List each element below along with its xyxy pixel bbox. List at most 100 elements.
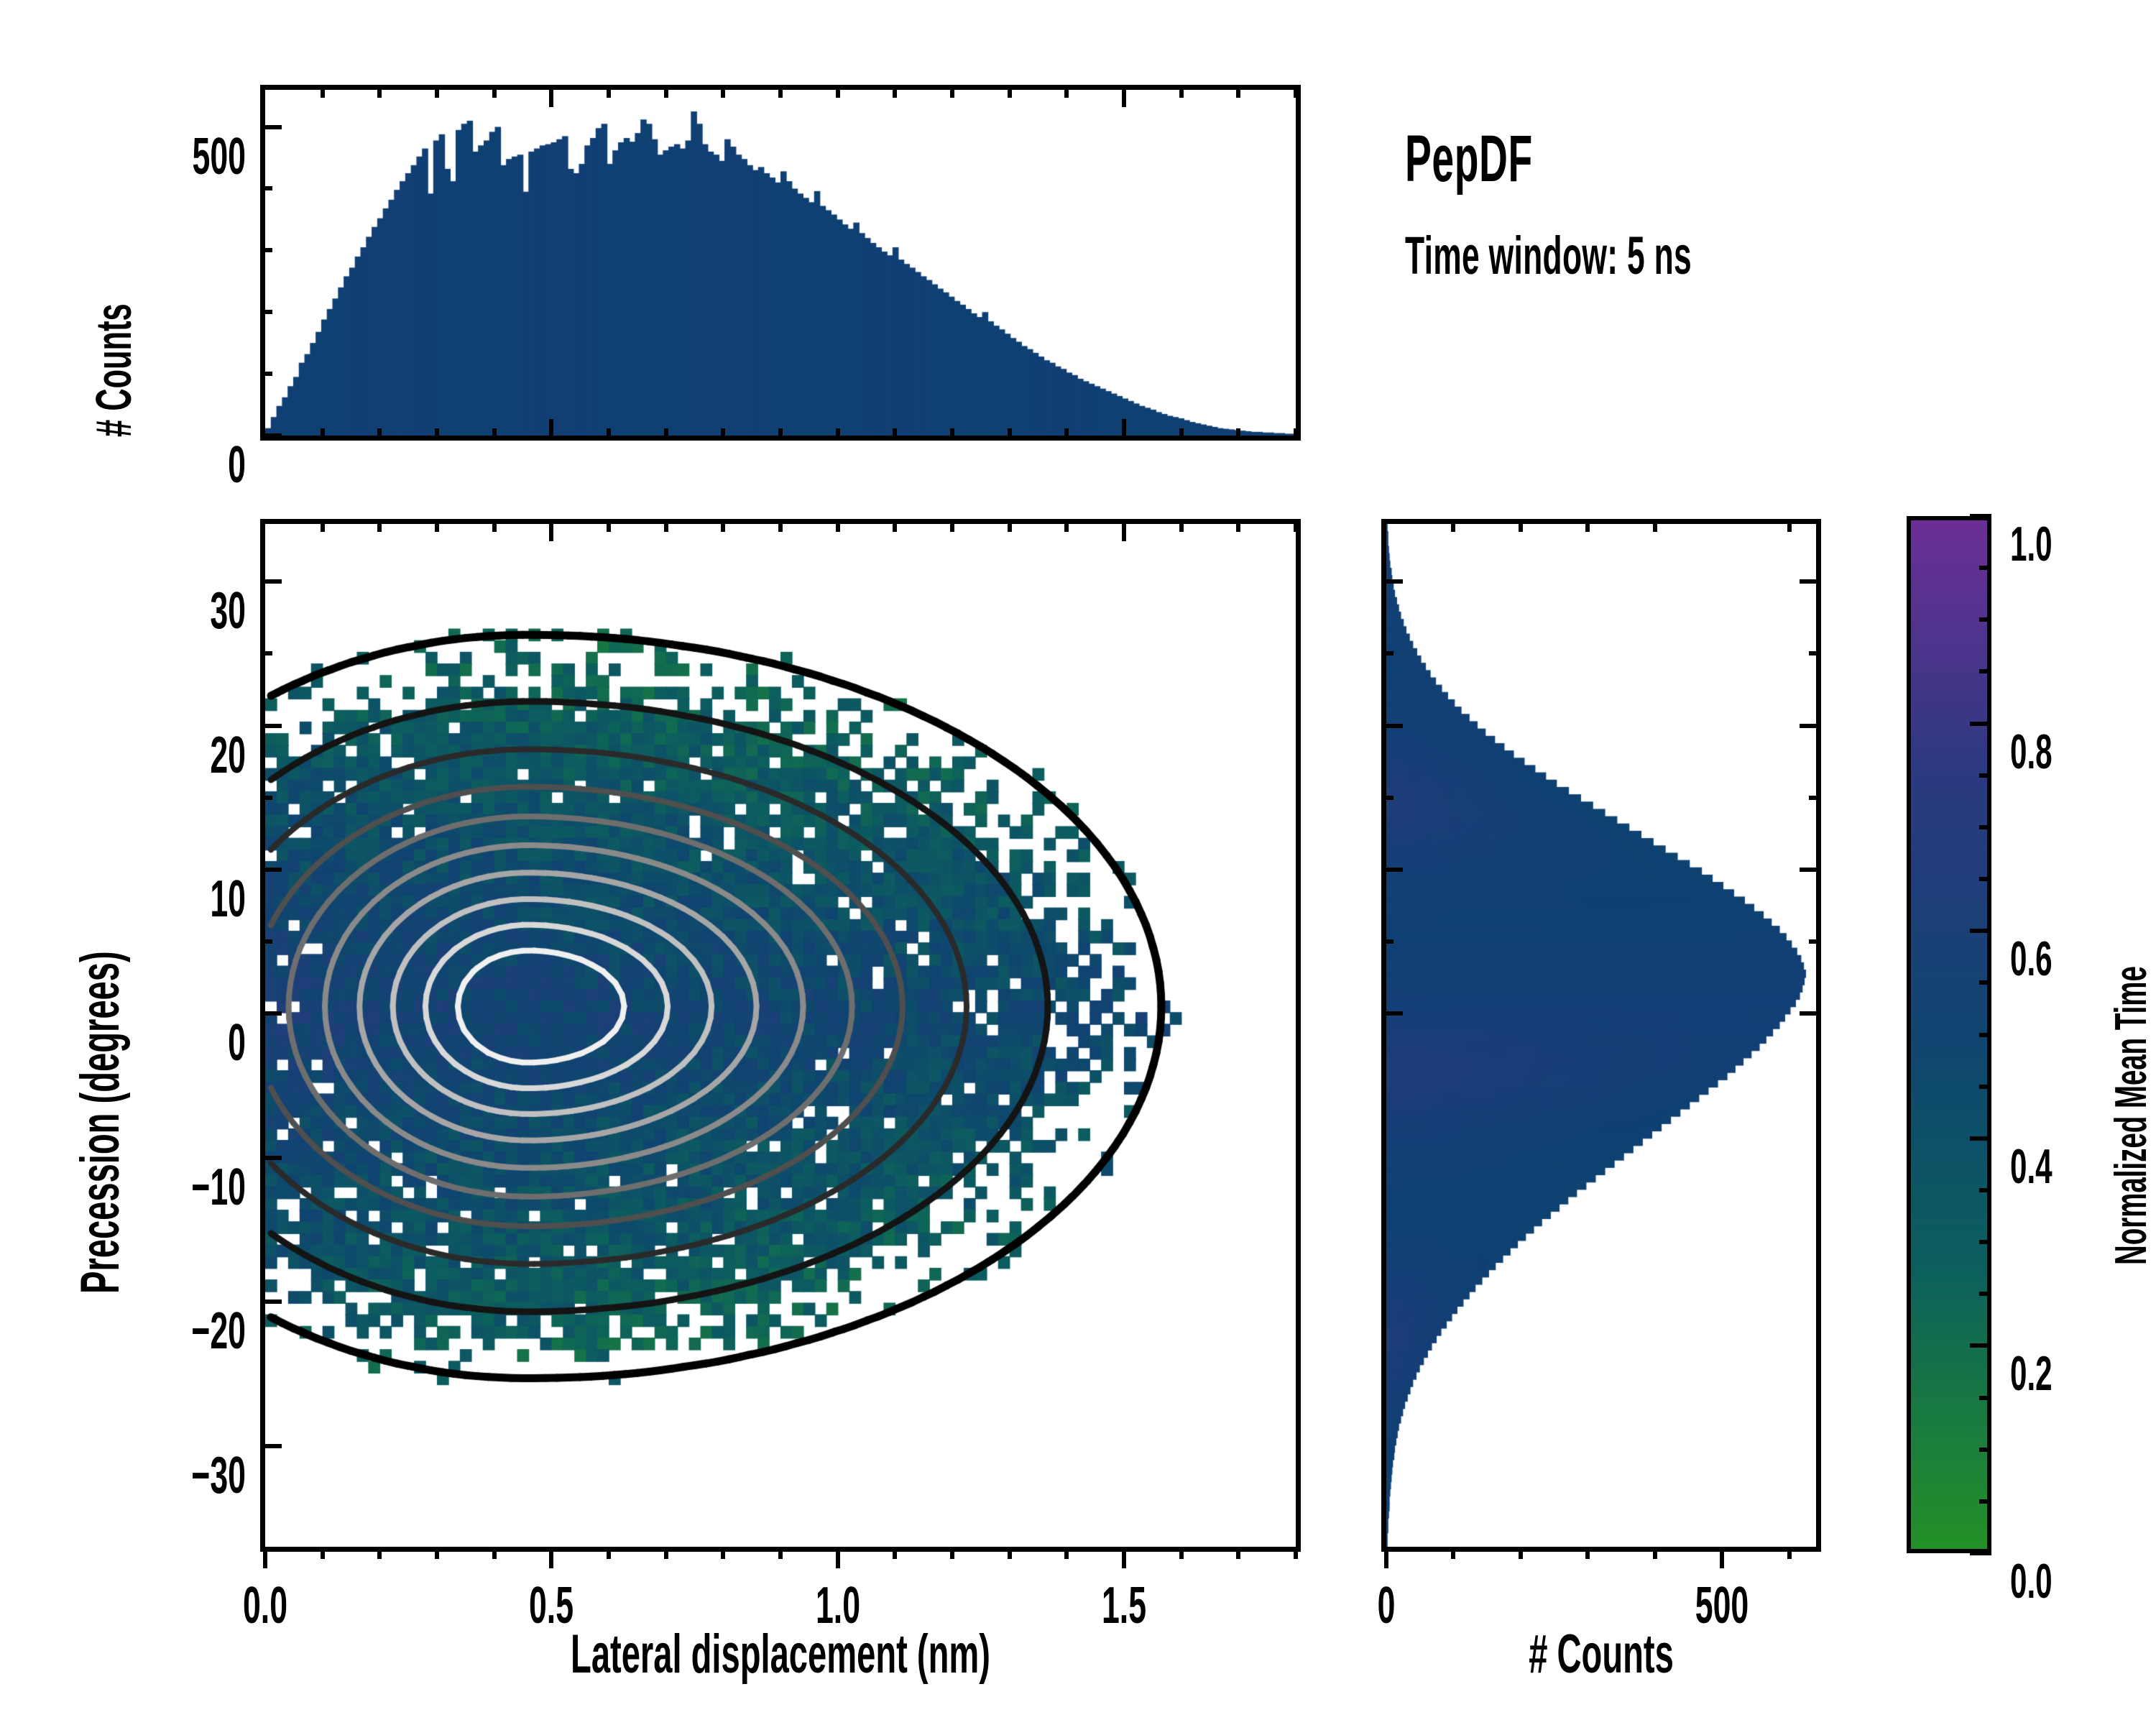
axis-tick-label: 10 (210, 870, 246, 928)
axis-tick (721, 428, 726, 441)
axis-tick (435, 428, 439, 441)
axis-tick-label: 1.0 (815, 1577, 860, 1634)
axis-tick (260, 651, 272, 656)
axis-tick (1381, 939, 1393, 944)
axis-tick (607, 428, 611, 441)
axis-tick (1979, 877, 1991, 882)
axis-tick (607, 1547, 611, 1559)
axis-tick (1518, 1547, 1523, 1559)
axis-tick (1979, 1032, 1991, 1037)
axis-tick (435, 1547, 439, 1559)
axis-tick (320, 1547, 325, 1559)
axis-tick (950, 86, 954, 98)
axis-tick (1381, 868, 1403, 872)
axis-tick (260, 1443, 282, 1448)
axis-tick (893, 86, 898, 98)
top-marginal-histogram-axes (260, 85, 1301, 441)
axis-tick (1970, 721, 1991, 726)
axis-tick (663, 1547, 668, 1559)
axis-tick (1800, 1011, 1821, 1016)
axis-tick (893, 520, 898, 532)
axis-tick-label: 30 (210, 582, 246, 640)
axis-tick (1809, 795, 1821, 800)
axis-tick-label: 0.2 (2010, 1346, 2053, 1402)
axis-tick-label: 0 (1377, 1577, 1396, 1634)
axis-tick (1064, 520, 1069, 532)
main-joint-plot-axes (260, 519, 1301, 1552)
title-block: PepDF Time window: 5 ns (1405, 126, 1883, 282)
axis-tick (1800, 723, 1821, 728)
axis-tick (1451, 520, 1456, 532)
axis-tick (1122, 520, 1126, 541)
axis-tick (320, 86, 325, 98)
axis-tick (260, 310, 272, 315)
axis-tick (1979, 566, 1991, 571)
axis-tick-label: 500 (192, 127, 246, 185)
axis-tick (377, 428, 382, 441)
axis-tick (950, 520, 954, 532)
axis-tick (721, 520, 726, 532)
axis-tick (1970, 1551, 1991, 1555)
axis-tick (1381, 579, 1403, 584)
axis-tick (1979, 1447, 1991, 1452)
axis-tick (1007, 520, 1012, 532)
main-plot-ylabel: Precession (degrees) (70, 951, 131, 1294)
colorbar (1907, 516, 1991, 1553)
axis-tick (1970, 514, 1991, 518)
axis-tick (1007, 428, 1012, 441)
axis-tick (1294, 428, 1298, 441)
axis-tick (549, 1547, 554, 1568)
axis-tick (377, 520, 382, 532)
axis-tick (1384, 1547, 1388, 1568)
axis-tick (1979, 669, 1991, 674)
colorbar-gradient (1911, 520, 1987, 1549)
axis-tick-label: 0.6 (2010, 932, 2053, 987)
axis-tick (1787, 1547, 1792, 1559)
axis-tick (1236, 520, 1241, 532)
top-histogram-canvas (265, 90, 1296, 436)
axis-tick-label: 0.0 (242, 1577, 288, 1634)
axis-tick (260, 1155, 282, 1160)
axis-tick (320, 428, 325, 441)
axis-tick (1979, 1240, 1991, 1245)
axis-tick-label: 0 (228, 1014, 246, 1072)
axis-tick (1979, 980, 1991, 985)
axis-tick (721, 1547, 726, 1559)
axis-tick (1787, 520, 1792, 532)
axis-tick (1007, 86, 1012, 98)
axis-tick (260, 1011, 282, 1016)
axis-tick (549, 86, 554, 107)
axis-tick (1720, 1547, 1725, 1568)
axis-tick (549, 419, 554, 441)
axis-tick (1381, 651, 1393, 656)
axis-tick (1122, 1547, 1126, 1568)
axis-tick (1064, 428, 1069, 441)
axis-tick (1381, 795, 1393, 800)
axis-tick (663, 86, 668, 98)
axis-tick (1970, 929, 1991, 934)
axis-tick (263, 1547, 267, 1568)
axis-tick-label: 1.0 (2010, 517, 2053, 571)
axis-tick (549, 520, 554, 541)
axis-tick (1979, 773, 1991, 778)
axis-tick (778, 86, 783, 98)
axis-tick-label: 0.5 (529, 1577, 574, 1634)
axis-tick (1518, 520, 1523, 532)
axis-tick (1979, 1395, 1991, 1400)
figure-subtitle: Time window: 5 ns (1405, 226, 1692, 285)
axis-tick (778, 428, 783, 441)
axis-tick (1979, 1136, 1991, 1141)
axis-tick (1122, 86, 1126, 107)
axis-tick (492, 86, 497, 98)
axis-tick (1585, 520, 1590, 532)
axis-tick (1381, 1011, 1403, 1016)
right-histogram-xlabel: # Counts (1529, 1624, 1674, 1685)
axis-tick (1236, 1547, 1241, 1559)
axis-tick (835, 520, 840, 532)
axis-tick (1979, 1084, 1991, 1089)
axis-tick (835, 1547, 840, 1559)
axis-tick (835, 428, 840, 441)
axis-tick (1179, 520, 1184, 532)
axis-tick (377, 86, 382, 98)
right-histogram-canvas (1386, 524, 1816, 1547)
